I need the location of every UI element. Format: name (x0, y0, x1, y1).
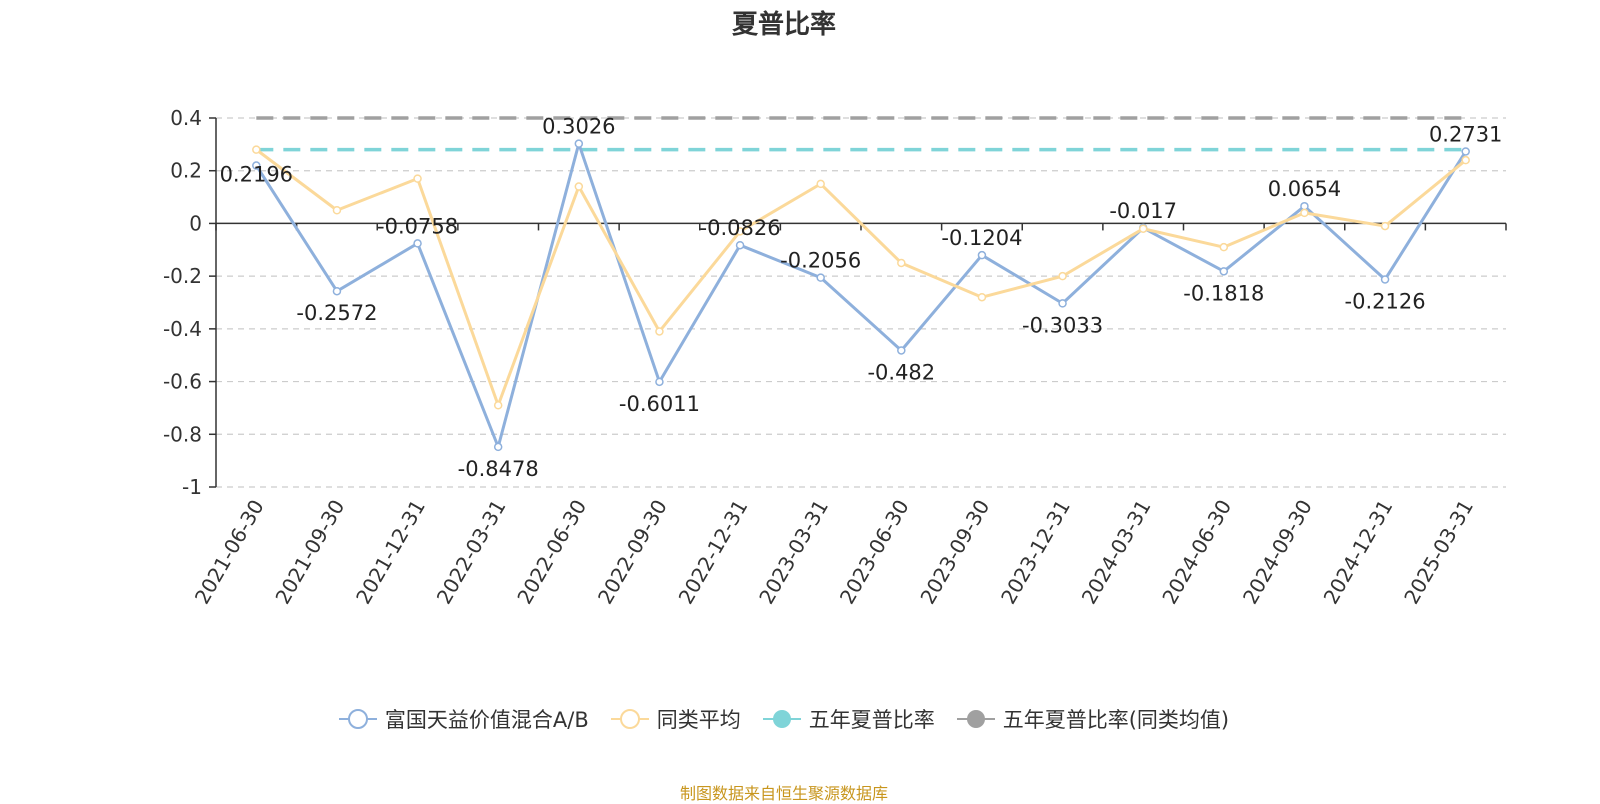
data-label: 0.3026 (542, 115, 615, 139)
legend-line-hollow-icon (338, 709, 377, 729)
data-point (977, 250, 987, 260)
data-point (655, 377, 664, 387)
x-tick-label: 2024-12-31 (1318, 496, 1397, 609)
legend-line-filled-icon (956, 710, 995, 728)
legend-label-fund: 富国天益价值混合A/B (384, 708, 589, 732)
data-label: -0.8478 (458, 457, 539, 481)
data-point (252, 145, 261, 154)
data-point (332, 206, 342, 215)
data-point (493, 401, 503, 410)
x-tick-label: 2022-06-30 (512, 496, 591, 609)
data-label: -0.1818 (1183, 281, 1264, 305)
y-tick-label: 0 (189, 211, 202, 235)
x-tick-label: 2023-03-31 (754, 496, 833, 609)
y-tick-label: -0.4 (163, 317, 202, 341)
data-point (1058, 271, 1067, 281)
data-label: 0.2196 (220, 163, 293, 187)
data-label: -0.017 (1109, 199, 1177, 223)
data-point (1219, 267, 1229, 276)
data-label: 0.2731 (1429, 122, 1502, 146)
data-point (1461, 147, 1470, 156)
data-point (1380, 221, 1390, 231)
data-point (1219, 242, 1229, 252)
data-label: -0.6011 (619, 392, 700, 416)
data-label: -0.3033 (1022, 313, 1103, 337)
data-label: -0.1204 (941, 226, 1022, 250)
data-point (252, 161, 261, 170)
data-point (574, 182, 584, 191)
data-point (897, 258, 906, 268)
data-point (1300, 208, 1309, 218)
x-tick-label: 2021-06-30 (190, 496, 269, 609)
data-label: -0.0826 (700, 216, 781, 240)
legend-item-five-year-sharpe[interactable]: 五年夏普比率 (762, 704, 935, 734)
data-point (1058, 299, 1067, 308)
data-point (897, 346, 906, 355)
legend-line-hollow-icon (610, 709, 649, 729)
x-tick-label: 2025-03-31 (1399, 496, 1478, 609)
x-tick-label: 2021-12-31 (351, 496, 430, 609)
data-point (1461, 155, 1470, 165)
y-tick-label: -1 (182, 475, 202, 499)
x-tick-label: 2022-03-31 (432, 496, 511, 609)
x-tick-label: 2024-03-31 (1077, 496, 1156, 609)
legend-item-fund[interactable]: 富国天益价值混合A/B (338, 704, 589, 734)
legend-label-peer-average: 同类平均 (656, 708, 741, 732)
y-tick-label: -0.8 (163, 422, 202, 446)
data-point (816, 179, 825, 189)
data-label: -0.0758 (377, 214, 458, 238)
data-label: -0.482 (867, 360, 935, 384)
data-label: -0.2126 (1345, 289, 1426, 313)
legend-item-peer-average[interactable]: 同类平均 (610, 704, 741, 734)
data-point (735, 227, 745, 236)
data-point (655, 327, 664, 336)
data-point (1380, 275, 1390, 284)
data-label: -0.2572 (296, 301, 377, 325)
data-point (977, 292, 987, 302)
x-tick-label: 2024-06-30 (1157, 496, 1236, 609)
data-point (574, 139, 584, 148)
x-tick-label: 2023-12-31 (996, 496, 1075, 609)
series-line (255, 142, 1467, 449)
data-point (816, 273, 825, 282)
data-point (413, 174, 422, 183)
data-label: 0.0654 (1268, 177, 1341, 201)
x-tick-label: 2021-09-30 (270, 496, 349, 609)
legend-item-five-year-sharpe-peer[interactable]: 五年夏普比率(同类均值) (956, 704, 1230, 734)
legend: 富国天益价值混合A/B 同类平均 五年夏普比率 五年夏普比率(同类均值) (0, 704, 1568, 734)
y-tick-label: 0.2 (170, 159, 202, 183)
x-tick-label: 2022-12-31 (673, 496, 752, 609)
series-line (255, 148, 1467, 407)
data-point (413, 239, 422, 248)
x-tick-label: 2024-09-30 (1238, 496, 1317, 609)
chart-title: 夏普比率 (731, 10, 836, 40)
x-tick-label: 2023-09-30 (915, 496, 994, 609)
legend-label-five-year-sharpe: 五年夏普比率 (808, 708, 935, 732)
y-tick-label: 0.4 (170, 106, 202, 130)
data-point (1138, 224, 1148, 233)
data-source-note: 制图数据来自恒生聚源数据库 (679, 784, 888, 803)
x-tick-label: 2022-09-30 (593, 496, 672, 609)
y-tick-label: -0.6 (163, 370, 202, 394)
data-point (735, 240, 745, 250)
data-label: -0.2056 (780, 249, 861, 273)
y-tick-label: -0.2 (163, 264, 202, 288)
data-point (493, 442, 503, 452)
data-point (332, 286, 342, 296)
legend-line-filled-icon (762, 710, 801, 728)
legend-label-five-year-sharpe-peer: 五年夏普比率(同类均值) (1002, 708, 1230, 732)
x-tick-label: 2023-06-30 (835, 496, 914, 609)
